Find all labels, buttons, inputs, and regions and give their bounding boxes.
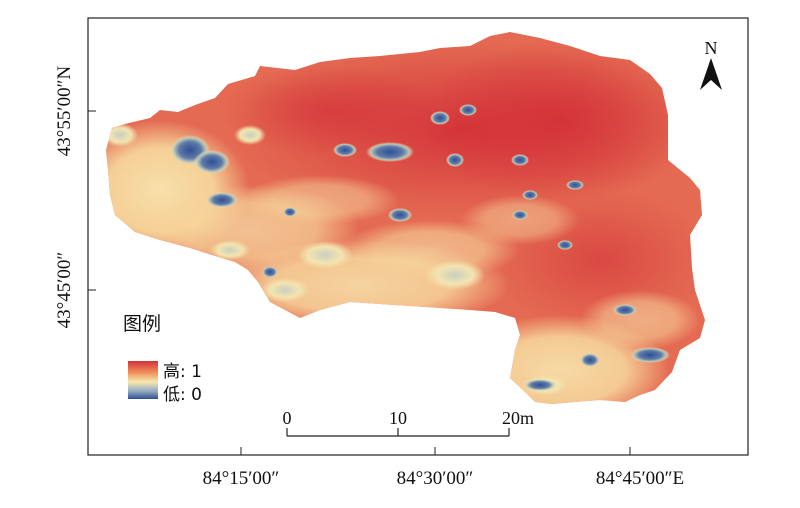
y-tick-label-1: 43°55′00″N: [54, 66, 75, 157]
scale-label-0: 0: [283, 408, 292, 428]
scale-label-10: 10: [389, 408, 407, 428]
axis-ticks: [88, 110, 631, 455]
x-tick-label-3: 84°45′00″E: [596, 468, 684, 489]
legend: 图例 高: 1 低: 0: [123, 313, 202, 405]
north-arrow-icon: [700, 58, 722, 90]
north-label: N: [705, 38, 718, 58]
legend-color-ramp: [128, 361, 158, 399]
scale-bar: 0 10 20m: [283, 408, 534, 437]
x-tick-label-1: 84°15′00″: [203, 468, 280, 489]
scale-label-20m: 20m: [502, 408, 534, 428]
x-tick-label-2: 84°30′00″: [397, 468, 474, 489]
legend-low-label: 低: 0: [163, 385, 202, 405]
y-tick-label-2: 43°45′00″: [54, 252, 75, 329]
legend-high-label: 高: 1: [163, 362, 202, 382]
legend-title: 图例: [123, 313, 161, 335]
north-arrow: N: [700, 38, 722, 90]
